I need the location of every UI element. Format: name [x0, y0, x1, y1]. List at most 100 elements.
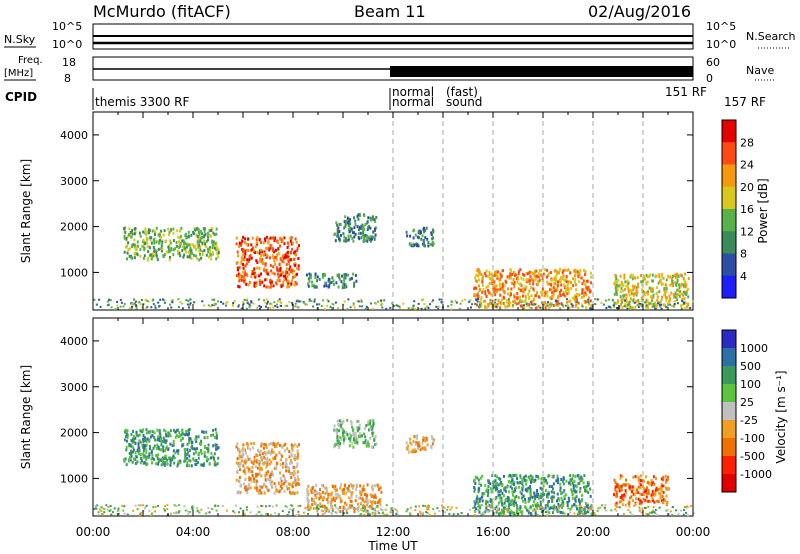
echo-cell — [233, 511, 236, 514]
echo-cell — [536, 495, 539, 499]
echo-cell — [485, 505, 488, 508]
echo-cell — [611, 299, 614, 302]
echo-cell — [123, 303, 126, 305]
echo-cell — [482, 274, 485, 278]
echo-cell — [285, 271, 288, 275]
echo-cell — [676, 281, 679, 285]
echo-cell — [159, 435, 162, 439]
echo-cell — [632, 274, 635, 277]
echo-cell — [536, 492, 539, 496]
echo-cell — [659, 494, 662, 498]
echo-cell — [650, 295, 652, 299]
echo-cell — [584, 488, 586, 492]
echo-cell — [214, 443, 217, 447]
echo-cell — [148, 453, 151, 457]
echo-cell — [253, 455, 256, 459]
echo-cell — [131, 232, 134, 236]
echo-cell — [159, 458, 162, 462]
echo-cell — [182, 432, 184, 436]
echo-cell — [265, 277, 268, 281]
echo-cell — [574, 304, 577, 308]
echo-cell — [650, 483, 653, 487]
echo-cell — [312, 491, 315, 495]
echo-cell — [491, 282, 494, 286]
echo-cell — [482, 288, 485, 292]
echo-cell — [127, 248, 130, 252]
echo-cell — [209, 305, 212, 308]
echo-cell — [315, 492, 318, 496]
echo-cell — [624, 491, 627, 495]
echo-cell — [683, 307, 686, 309]
echo-cell — [148, 228, 151, 232]
echo-cell — [365, 424, 368, 428]
echo-cell — [493, 480, 496, 484]
echo-cell — [541, 289, 544, 293]
echo-cell — [422, 436, 425, 440]
echo-cell — [287, 467, 290, 471]
echo-cell — [421, 513, 424, 516]
echo-cell — [155, 249, 158, 253]
echo-cell — [546, 495, 549, 499]
echo-cell — [369, 302, 372, 305]
echo-cell — [137, 300, 140, 303]
echo-cell — [571, 496, 574, 500]
echo-cell — [480, 296, 483, 299]
echo-cell — [207, 250, 210, 254]
echo-cell — [158, 458, 161, 461]
echo-cell — [658, 487, 661, 491]
echo-cell — [309, 273, 312, 277]
echo-cell — [282, 283, 284, 287]
echo-cell — [357, 213, 360, 217]
echo-cell — [155, 250, 158, 254]
echo-cell — [133, 227, 136, 231]
echo-cell — [188, 303, 191, 306]
freq-unit-label: [MHz] — [4, 68, 33, 79]
echo-cell — [154, 306, 157, 309]
colorbar-tick-label: 8 — [740, 248, 747, 261]
echo-cell — [621, 494, 624, 498]
echo-cell — [337, 439, 340, 443]
echo-cell — [350, 420, 353, 424]
echo-cell — [421, 441, 424, 445]
echo-cell — [269, 264, 272, 267]
echo-cell — [359, 484, 362, 488]
echo-cell — [587, 285, 590, 289]
echo-cell — [684, 291, 686, 295]
echo-cell — [579, 490, 581, 494]
echo-cell — [380, 299, 383, 302]
echo-cell — [162, 462, 165, 466]
echo-cell — [537, 283, 540, 287]
echo-cell — [661, 272, 663, 276]
echo-cell — [646, 300, 649, 302]
echo-cell — [564, 285, 567, 289]
echo-cell — [612, 304, 615, 307]
echo-cell — [501, 503, 504, 507]
echo-cell — [124, 428, 127, 432]
echo-cell — [166, 508, 169, 511]
echo-cell — [368, 419, 371, 423]
echo-cell — [652, 498, 654, 502]
echo-cell — [636, 290, 639, 294]
echo-cell — [489, 482, 492, 486]
echo-cell — [534, 478, 537, 482]
echo-cell — [291, 448, 294, 452]
echo-cell — [396, 510, 399, 513]
echo-cell — [575, 301, 578, 303]
echo-cell — [213, 462, 216, 466]
echo-cell — [417, 447, 419, 451]
echo-cell — [632, 488, 635, 492]
echo-cell — [502, 508, 505, 511]
echo-cell — [567, 513, 570, 516]
echo-cell — [260, 491, 263, 495]
y-tick-label: 2000 — [60, 221, 88, 234]
echo-cell — [486, 494, 489, 498]
echo-cell — [566, 283, 569, 287]
colorbar-segment — [722, 120, 736, 143]
echo-cell — [519, 295, 521, 299]
echo-cell — [158, 439, 161, 443]
echo-cell — [346, 221, 349, 225]
echo-cell — [474, 279, 477, 283]
echo-cell — [551, 278, 553, 282]
echo-cell — [587, 296, 590, 300]
echo-cell — [190, 439, 193, 443]
